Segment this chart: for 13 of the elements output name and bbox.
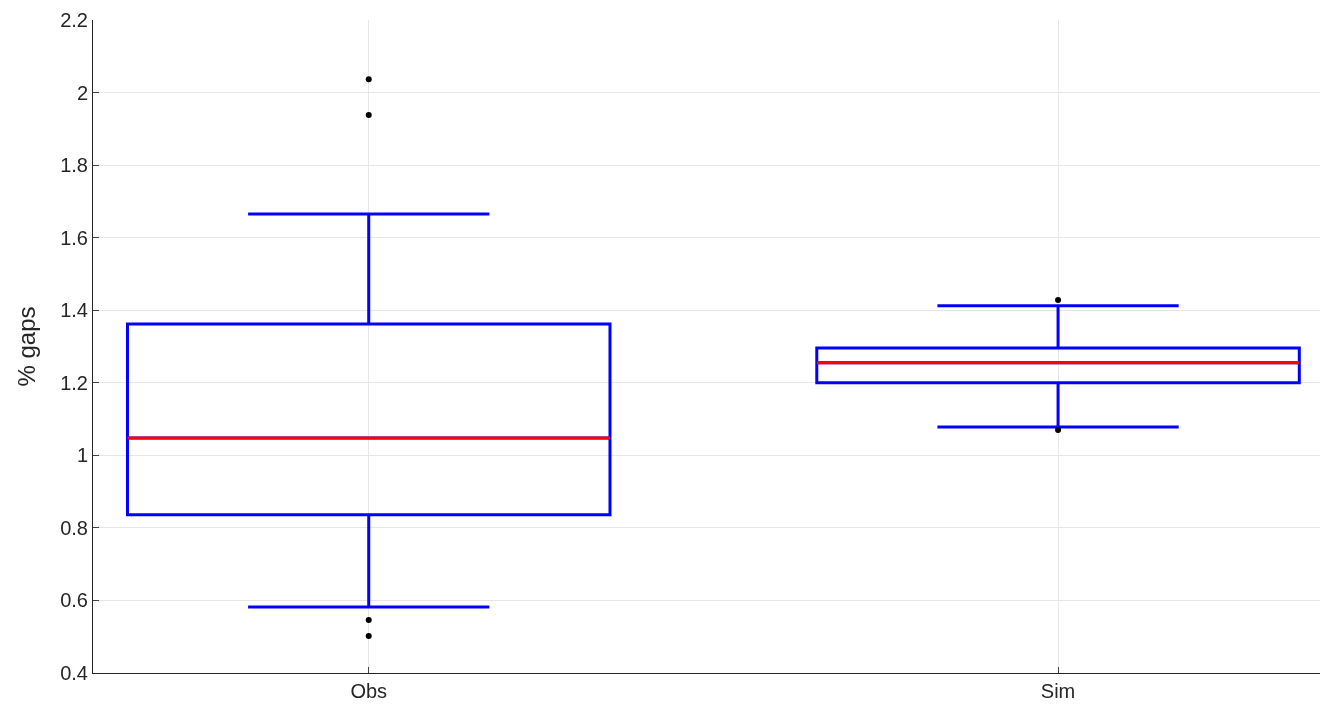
y-tick-label: 1.8	[60, 154, 88, 177]
y-tick-label: 1.4	[60, 299, 88, 322]
y-tick-label: 2.2	[60, 9, 88, 31]
y-tick-label: 1	[76, 444, 88, 467]
y-tick-label: 0.4	[60, 662, 88, 684]
y-tick-label: 2	[76, 81, 88, 104]
x-tick-label: Obs	[350, 680, 388, 702]
y-tick-label: 0.6	[60, 589, 88, 612]
x-tick-label: Sim	[1040, 680, 1076, 702]
y-tick-label: 1.6	[60, 226, 88, 249]
y-tick-label: 1.2	[60, 371, 88, 394]
y-tick-label: 0.8	[60, 516, 88, 539]
y-axis-title: % gaps	[13, 306, 40, 387]
